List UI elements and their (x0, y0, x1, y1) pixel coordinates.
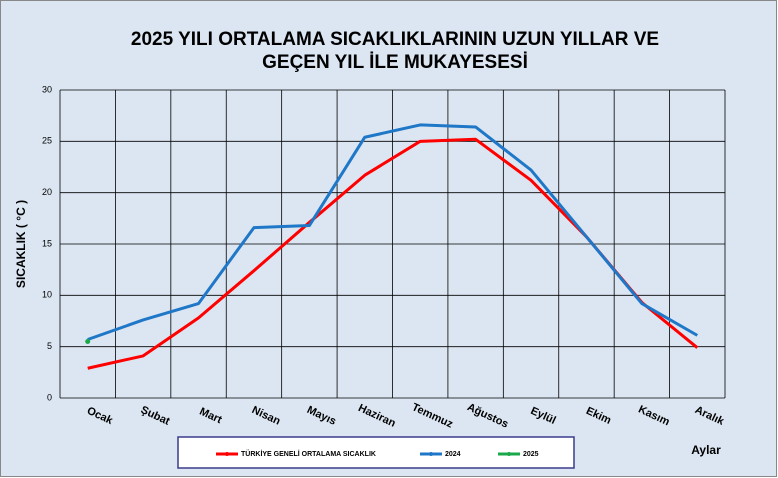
x-axis-label: Aylar (691, 443, 721, 457)
legend-marker (429, 452, 433, 456)
y-axis-label: SICAKLIK ( °C ) (14, 200, 28, 288)
legend-marker (507, 452, 511, 456)
y-tick-label: 30 (42, 84, 52, 94)
legend-label: TÜRKİYE GENELİ ORTALAMA SICAKLIK (241, 449, 376, 458)
legend-marker (225, 452, 229, 456)
chart-title: GEÇEN YIL İLE MUKAYESESİ (262, 52, 528, 73)
legend-label: 2024 (445, 451, 461, 458)
y-tick-label: 0 (47, 392, 52, 402)
y-tick-label: 25 (42, 136, 52, 146)
y-tick-label: 20 (42, 187, 52, 197)
series-line (87, 123, 699, 341)
chart-title: 2025 YILI ORTALAMA SICAKLIKLARININ UZUN … (131, 29, 659, 50)
y-tick-label: 5 (47, 341, 52, 351)
y-tick-label: 15 (42, 238, 52, 248)
y-tick-label: 10 (42, 290, 52, 300)
legend-label: 2025 (523, 451, 539, 458)
series-point (85, 339, 91, 345)
